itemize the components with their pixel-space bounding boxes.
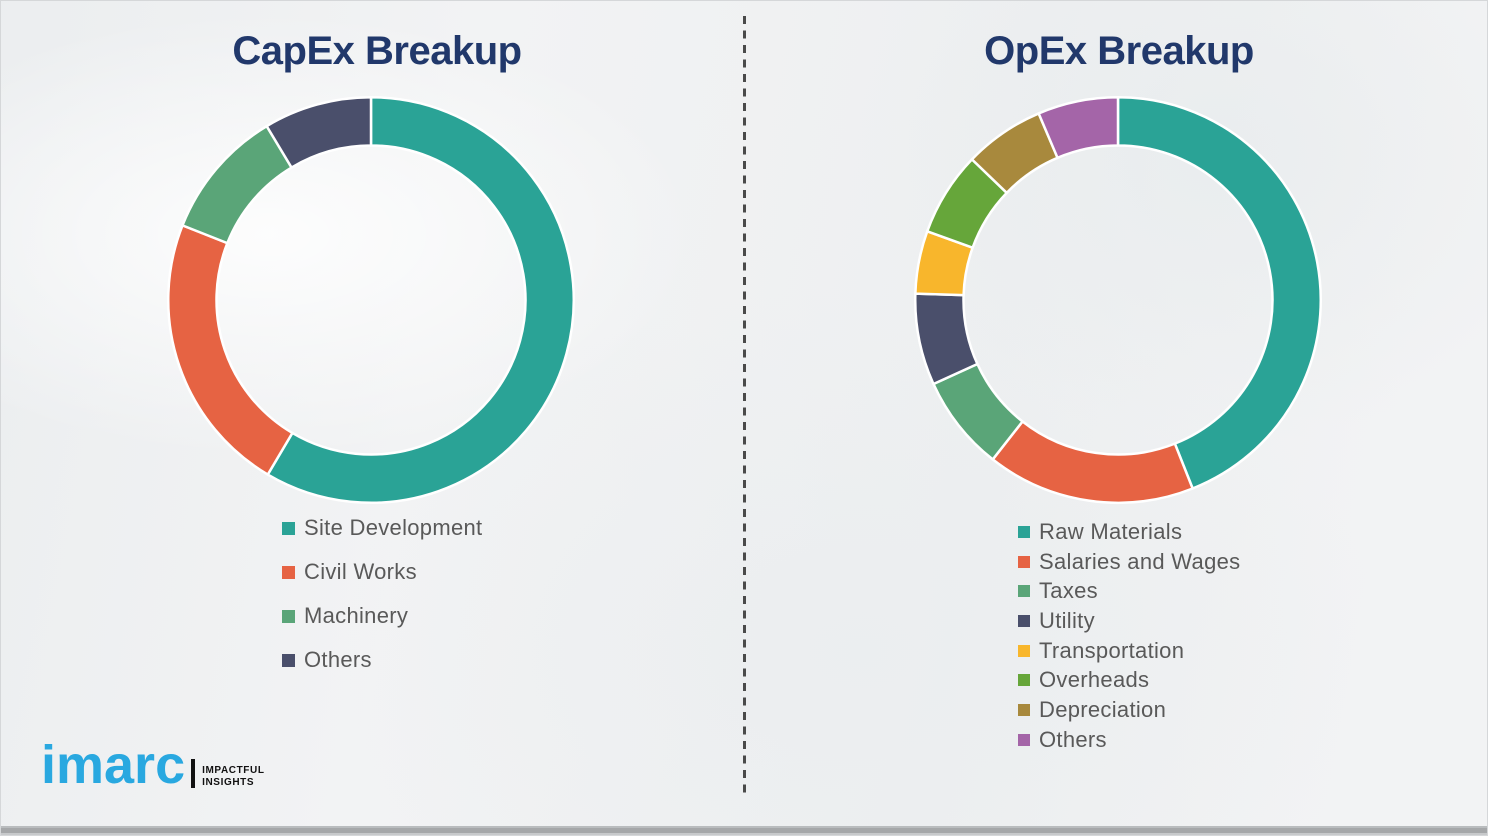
imarc-logo-wordmark: imarc [41,735,186,796]
legend-label: Utility [1039,608,1095,634]
legend-swatch [1018,585,1030,598]
opex-chart-title: OpEx Breakup [984,29,1254,73]
legend-label: Taxes [1039,578,1098,604]
legend-label: Overheads [1039,667,1150,693]
bottom-edge-strip [1,826,1487,835]
legend-label: Machinery [304,603,409,628]
donut-segment-site-development [266,96,575,504]
capex-donut-chart [167,96,575,504]
legend-label: Others [304,647,372,672]
legend-item: Taxes [1018,578,1240,604]
legend-swatch [1018,526,1030,538]
donut-segment-others [265,96,373,169]
legend-swatch [1018,733,1030,746]
legend-item: Raw Materials [1018,519,1240,544]
legend-item: Utility [1018,608,1240,634]
legend-label: Salaries and Wages [1039,548,1241,574]
legend-label: Raw Materials [1039,519,1183,544]
legend-label: Transportation [1039,637,1185,663]
legend-item: Overheads [1018,667,1240,693]
dashed-divider-line [743,16,746,794]
legend-label: Depreciation [1039,697,1167,723]
legend-label: Civil Works [304,559,417,584]
legend-swatch [1018,555,1030,568]
legend-swatch [1018,644,1030,657]
legend-swatch [282,609,295,623]
donut-segment-salaries-and-wages [991,420,1194,504]
legend-swatch [1018,674,1030,687]
imarc-tagline-line1: IMPACTFUL [202,765,265,776]
imarc-logo-divider-bar [191,759,196,788]
capex-chart-title: CapEx Breakup [232,29,522,73]
legend-swatch [282,565,295,579]
legend-label: Others [1039,726,1107,752]
legend-item: Salaries and Wages [1018,548,1241,574]
legend-item: Others [282,647,482,672]
legend-item: Others [1018,726,1240,752]
opex-legend: Raw Materials Salaries and Wages Taxes Util… [1018,519,1241,759]
legend-swatch [282,653,295,667]
legend-item: Depreciation [1018,697,1240,723]
opex-donut-chart [914,96,1322,504]
capex-legend: Site Development Civil Works Machinery Othe… [282,515,483,693]
legend-item: Transportation [1018,637,1240,663]
legend-item: Machinery [282,603,482,628]
legend-swatch [1018,615,1030,628]
donut-segment-others [1037,96,1120,160]
legend-swatch [1018,704,1030,717]
donut-segment-machinery [181,124,293,245]
donut-segment-raw-materials [1116,96,1322,490]
legend-item: Civil Works [282,559,482,584]
donut-segment-civil-works [167,224,294,476]
legend-label: Site Development [304,515,483,540]
imarc-logo-tagline: IMPACTFUL INSIGHTS [202,765,264,792]
imarc-tagline-line2: INSIGHTS [202,776,255,788]
legend-swatch [282,521,295,535]
legend-item: Site Development [282,515,483,540]
imarc-logo: imarc IMPACTFUL INSIGHTS [41,734,265,792]
